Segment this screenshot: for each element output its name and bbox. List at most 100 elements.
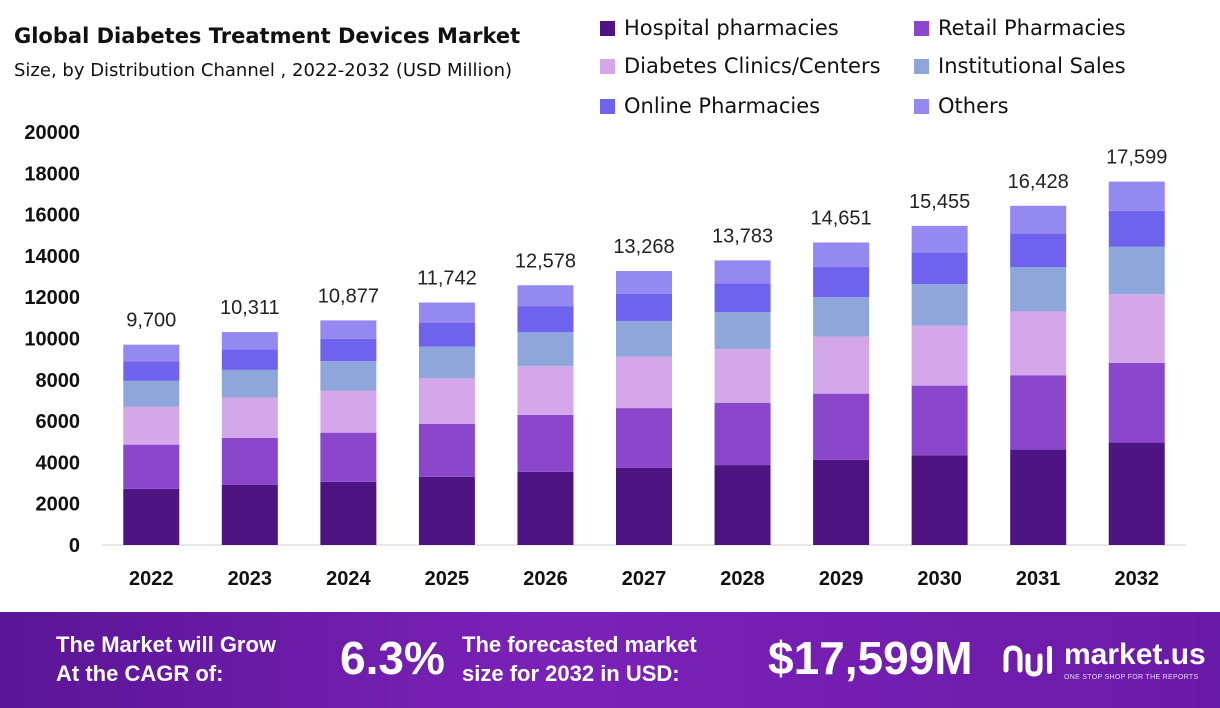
forecast-value: $17,599M xyxy=(768,632,973,684)
legend-item-online-pharmacies: Online Pharmacies xyxy=(600,94,820,118)
bar-segment xyxy=(616,271,672,294)
bar-segment xyxy=(714,402,771,466)
bar-segment xyxy=(123,488,180,545)
bar-segment xyxy=(813,267,870,298)
legend-swatch-hospital-pharmacies xyxy=(600,20,615,36)
bar-total-label: 10,311 xyxy=(220,297,280,319)
brand-tagline: ONE STOP SHOP FOR THE REPORTS xyxy=(1064,674,1199,681)
bar-segment xyxy=(1108,181,1165,211)
cagr-value: 6.3% xyxy=(340,632,445,684)
brand-name: market.us xyxy=(1064,638,1206,671)
legend-item-hospital-pharmacies: Hospital pharmacies xyxy=(600,16,839,40)
bar-total-label: 17,599 xyxy=(1106,147,1167,169)
bar-segment xyxy=(221,437,278,485)
bar-segment xyxy=(221,369,278,398)
summary-banner: The Market will Grow At the CAGR of: 6.3… xyxy=(0,612,1220,708)
chart-subtitle: Size, by Distribution Channel , 2022-203… xyxy=(14,60,513,81)
cagr-caption-line-1: The Market will Grow xyxy=(56,632,277,657)
chart-legend: Hospital pharmacies Retail Pharmacies Di… xyxy=(600,12,1210,122)
bar-segment xyxy=(911,325,968,386)
bar-segment xyxy=(221,484,278,545)
bar-segment xyxy=(517,332,574,367)
bar-segment xyxy=(911,225,968,253)
legend-item-retail-pharmacies: Retail Pharmacies xyxy=(914,16,1126,40)
y-tick-label: 6000 xyxy=(36,411,81,433)
bar-segment xyxy=(1108,210,1165,247)
bar-segment xyxy=(517,414,574,472)
bar-segment xyxy=(320,432,377,482)
y-tick-label: 12000 xyxy=(24,287,80,309)
bar-segment xyxy=(123,344,180,362)
bar-segment xyxy=(911,284,968,326)
bar-segment xyxy=(517,471,574,545)
bar-segment xyxy=(714,312,771,350)
legend-item-others: Others xyxy=(914,94,1009,118)
legend-label-diabetes-clinics: Diabetes Clinics/Centers xyxy=(624,54,881,78)
bar-segment xyxy=(418,322,475,347)
bar-segment xyxy=(517,306,574,333)
bar-segment xyxy=(320,481,377,545)
legend-label-institutional-sales: Institutional Sales xyxy=(938,54,1126,78)
bar-segment xyxy=(418,476,475,545)
legend-swatch-institutional-sales xyxy=(914,58,929,74)
bar-segment xyxy=(1010,205,1067,234)
bar-segment xyxy=(123,361,180,381)
x-tick-label: 2027 xyxy=(622,568,667,590)
y-tick-label: 18000 xyxy=(24,163,80,185)
bar-segment xyxy=(1010,311,1067,376)
bar-segment xyxy=(911,252,968,285)
bar-total-label: 13,268 xyxy=(613,236,674,258)
x-tick-label: 2029 xyxy=(819,568,864,590)
bar-segment xyxy=(616,408,672,468)
market-us-logo-icon xyxy=(1003,645,1052,677)
bar-segment xyxy=(517,366,574,415)
bar-segment xyxy=(813,393,870,460)
x-tick-label: 2030 xyxy=(917,568,962,590)
forecast-caption-line-2: size for 2032 in USD: xyxy=(462,661,680,686)
bar-segment xyxy=(418,378,475,424)
x-tick-label: 2032 xyxy=(1114,568,1159,590)
legend-label-hospital-pharmacies: Hospital pharmacies xyxy=(624,16,839,40)
legend-label-online-pharmacies: Online Pharmacies xyxy=(624,94,821,118)
bar-segment xyxy=(616,467,672,545)
bar-segment xyxy=(517,285,574,307)
bar-segment xyxy=(320,338,377,362)
bar-segment xyxy=(813,459,870,545)
bar-total-label: 12,578 xyxy=(515,250,576,272)
forecast-caption-line-1: The forecasted market xyxy=(462,632,697,657)
bar-segment xyxy=(714,349,771,403)
x-tick-label: 2025 xyxy=(425,568,470,590)
bar-segment xyxy=(616,320,672,357)
bar-segment xyxy=(1010,233,1067,268)
bar-segment xyxy=(221,349,278,370)
bar-segment xyxy=(813,297,870,337)
y-tick-label: 10000 xyxy=(24,329,80,351)
brand-logo[interactable]: market.us ONE STOP SHOP FOR THE REPORTS xyxy=(1002,638,1220,700)
bar-segment xyxy=(714,260,771,284)
bar-segment xyxy=(320,390,377,433)
bar-segment xyxy=(418,346,475,379)
legend-swatch-retail-pharmacies xyxy=(914,20,929,36)
bar-segment xyxy=(320,361,377,391)
bar-segment xyxy=(714,465,771,545)
chart-title: Global Diabetes Treatment Devices Market xyxy=(14,24,521,48)
x-tick-label: 2031 xyxy=(1016,568,1061,590)
legend-item-diabetes-clinics: Diabetes Clinics/Centers xyxy=(600,54,881,78)
bar-segment xyxy=(320,320,377,339)
bar-segment xyxy=(1108,362,1165,443)
cagr-caption-line-2: At the CAGR of: xyxy=(56,661,224,686)
bar-segment xyxy=(123,406,180,445)
y-tick-label: 0 xyxy=(69,535,80,557)
bar-segment xyxy=(1010,375,1067,450)
legend-swatch-online-pharmacies xyxy=(600,98,615,114)
bar-segment xyxy=(418,302,475,323)
bar-segment xyxy=(123,380,180,407)
x-tick-label: 2028 xyxy=(720,568,765,590)
bar-segment xyxy=(1010,449,1067,545)
y-tick-label: 2000 xyxy=(36,494,81,516)
y-tick-label: 4000 xyxy=(36,452,81,474)
bar-segment xyxy=(221,397,278,438)
bar-segment xyxy=(1108,294,1165,363)
y-tick-label: 14000 xyxy=(24,246,80,268)
bar-segment xyxy=(616,293,672,321)
